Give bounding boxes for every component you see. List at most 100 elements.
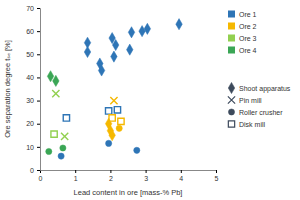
x-tick: 3 xyxy=(144,170,148,182)
legend-item: Shoot apparatus xyxy=(228,82,291,93)
y-tick-mark xyxy=(37,124,40,125)
y-tick-mark xyxy=(37,101,40,102)
y-tick-label: 0 xyxy=(30,167,34,174)
legend-label: Pin mill xyxy=(239,97,262,104)
y-tick-label: 50 xyxy=(26,51,34,58)
point xyxy=(110,97,117,104)
point xyxy=(109,130,115,141)
point xyxy=(127,44,133,55)
legend-item: Ore 1 xyxy=(228,11,257,18)
x-tick-label: 4 xyxy=(179,175,183,182)
point xyxy=(61,133,68,140)
legend-marker xyxy=(228,121,234,127)
y-tick-label: 70 xyxy=(26,5,34,12)
point xyxy=(116,125,122,131)
legend-item: Ore 3 xyxy=(228,35,257,42)
plot: 012345010203040506070 xyxy=(26,5,218,182)
y-tick: 40 xyxy=(26,74,40,81)
point xyxy=(52,90,59,97)
point xyxy=(139,26,145,37)
legend-item: Ore 2 xyxy=(228,23,257,30)
x-tick-mark xyxy=(110,170,111,173)
legend-swatch xyxy=(228,47,235,54)
legend-item: Pin mill xyxy=(228,96,262,103)
legend-label: Ore 2 xyxy=(239,23,257,30)
x-tick-label: 5 xyxy=(215,175,219,182)
point xyxy=(114,107,120,113)
y-tick-mark xyxy=(37,54,40,55)
legend-marker xyxy=(228,96,235,103)
point xyxy=(53,75,59,86)
legend-label: Ore 4 xyxy=(239,47,257,54)
point xyxy=(109,115,115,121)
point xyxy=(176,19,182,30)
y-tick-label: 60 xyxy=(26,28,34,35)
point xyxy=(134,147,140,153)
x-tick-mark xyxy=(181,170,182,173)
y-tick: 70 xyxy=(26,5,40,12)
y-tick: 20 xyxy=(26,120,40,127)
y-tick: 50 xyxy=(26,51,40,58)
x-axis-line xyxy=(41,171,217,174)
x-tick-mark xyxy=(75,170,76,173)
point xyxy=(111,51,117,62)
point xyxy=(105,108,111,114)
point xyxy=(60,145,66,151)
legend-label: Ore 1 xyxy=(239,11,257,18)
chart: 012345010203040506070Lead content in ore… xyxy=(0,0,300,200)
point xyxy=(46,148,52,154)
point xyxy=(98,65,104,76)
legend-swatch xyxy=(228,35,235,42)
y-tick-mark xyxy=(37,31,40,32)
y-tick: 10 xyxy=(26,144,40,151)
points xyxy=(46,19,183,160)
y-tick-mark xyxy=(37,170,40,171)
y-tick-label: 40 xyxy=(26,74,34,81)
legend-item: Roller crusher xyxy=(228,109,283,116)
legend-swatch xyxy=(228,23,235,30)
point xyxy=(63,115,69,121)
y-tick: 60 xyxy=(26,28,40,35)
x-tick: 2 xyxy=(109,170,113,182)
legend-label: Ore 3 xyxy=(239,35,257,42)
point xyxy=(112,39,118,50)
x-tick-label: 0 xyxy=(39,175,43,182)
x-tick: 5 xyxy=(215,170,219,182)
point xyxy=(118,118,124,124)
point xyxy=(58,153,64,159)
legend: Ore 1 Ore 2 Ore 3 Ore 4 Shoot apparatus Pin m… xyxy=(228,11,291,128)
legend-item: Ore 4 xyxy=(228,47,257,54)
x-tick-label: 3 xyxy=(144,175,148,182)
x-tick: 4 xyxy=(179,170,183,182)
legend-item: Disk mill xyxy=(228,121,265,128)
y-tick-label: 20 xyxy=(26,120,34,127)
y-tick-mark xyxy=(37,147,40,148)
x-tick-label: 1 xyxy=(74,175,78,182)
point xyxy=(128,27,134,38)
x-tick: 1 xyxy=(74,170,78,182)
x-tick-label: 2 xyxy=(109,175,113,182)
x-axis-title: Lead content in ore [mass-% Pb] xyxy=(74,188,183,197)
y-tick-mark xyxy=(37,8,40,9)
x-tick-mark xyxy=(216,170,217,173)
y-axis-title: Ore separation degree tₛₑ [%] xyxy=(3,40,12,138)
y-axis: 0 10 20 30 40 50 60 70 xyxy=(26,5,40,174)
legend-label: Shoot apparatus xyxy=(239,85,291,93)
y-tick: 30 xyxy=(26,97,40,104)
point xyxy=(106,140,112,146)
legend-label: Disk mill xyxy=(239,121,265,128)
x-tick-mark xyxy=(146,170,147,173)
y-tick-label: 10 xyxy=(26,144,34,151)
point xyxy=(51,131,57,137)
legend-marker xyxy=(228,109,234,115)
x-axis: 0 1 2 3 4 5 xyxy=(39,170,219,182)
point xyxy=(84,46,90,57)
y-axis-line xyxy=(37,9,41,171)
legend-label: Roller crusher xyxy=(239,109,283,116)
legend-swatch xyxy=(228,11,235,18)
point xyxy=(144,23,150,34)
y-tick: 0 xyxy=(30,167,40,174)
legend-marker xyxy=(228,82,234,93)
y-tick-label: 30 xyxy=(26,97,34,104)
y-tick-mark xyxy=(37,77,40,78)
